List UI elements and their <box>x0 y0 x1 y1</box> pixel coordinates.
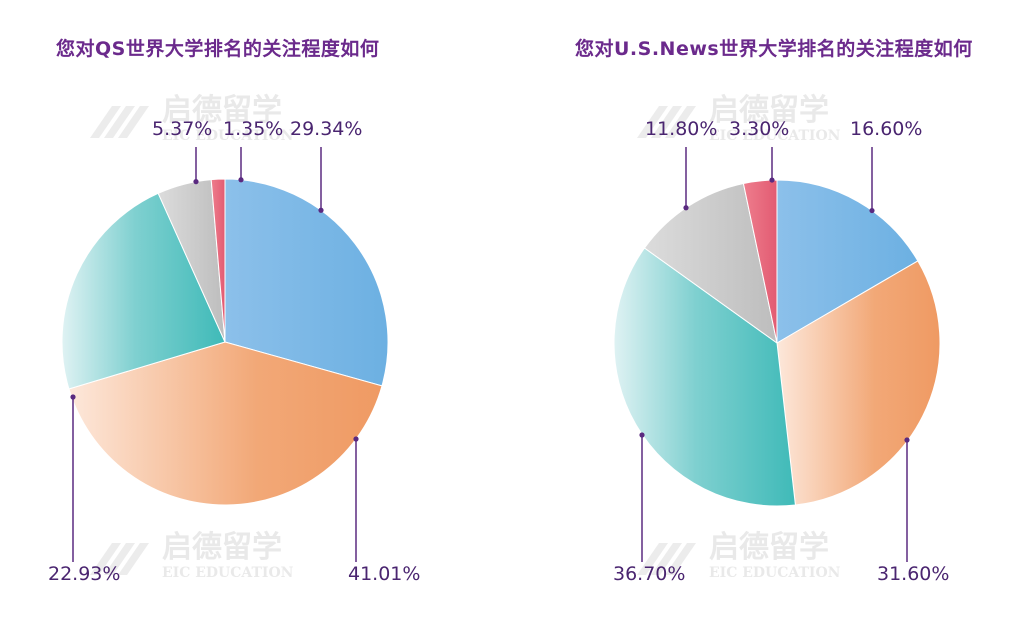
pie-slice <box>742 179 778 344</box>
watermark-brand: 启德留学 <box>709 93 829 128</box>
slice-label: 16.60% <box>850 118 922 140</box>
watermark-logo-icon <box>637 543 668 575</box>
watermark-logo-icon <box>651 106 682 138</box>
watermark-logo-icon <box>637 106 668 138</box>
slice-label: 3.30% <box>729 118 789 140</box>
watermark-logo-icon <box>90 106 121 138</box>
slice-label: 22.93% <box>48 563 120 585</box>
watermark-brand: 启德留学 <box>162 93 282 128</box>
slice-label: 5.37% <box>152 118 212 140</box>
watermark-sub: EIC EDUCATION <box>709 128 841 144</box>
leader-dot <box>318 207 324 213</box>
pie-slice <box>776 260 941 506</box>
pie-slice <box>776 179 919 344</box>
watermark-sub: EIC EDUCATION <box>162 565 294 581</box>
watermark-logo-icon <box>651 543 682 575</box>
watermark-brand: 启德留学 <box>709 530 829 565</box>
watermark-logo-icon <box>90 543 121 575</box>
pie-slice <box>61 192 226 390</box>
pie-slice <box>224 178 389 387</box>
leader-dot <box>70 394 76 400</box>
leader-dot <box>238 177 244 183</box>
pie-slice <box>68 341 383 506</box>
leader-dot <box>683 205 689 211</box>
watermark-logo-icon <box>118 543 149 575</box>
leader-dot <box>353 436 359 442</box>
pie-slice <box>210 178 226 343</box>
leader-dot <box>904 437 910 443</box>
watermark-logo-icon <box>665 543 696 575</box>
leader-dot <box>639 432 645 438</box>
slice-label: 31.60% <box>877 563 949 585</box>
leader-dot <box>193 179 199 185</box>
slice-label: 1.35% <box>223 118 283 140</box>
watermark-logo-icon <box>118 106 149 138</box>
slice-label: 11.80% <box>645 118 717 140</box>
leader-dot <box>769 177 775 183</box>
leader-dot <box>869 207 875 214</box>
watermark-sub: EIC EDUCATION <box>162 128 294 144</box>
watermark-brand: 启德留学 <box>162 530 282 565</box>
watermark-logo-icon <box>665 106 696 138</box>
watermark-logo-icon <box>104 543 135 575</box>
slice-label: 29.34% <box>290 118 362 140</box>
pie-slice <box>613 247 796 507</box>
usnews-chart-title: 您对U.S.News世界大学排名的关注程度如何 <box>575 38 973 60</box>
watermark-logo-icon <box>104 106 135 138</box>
slice-label: 36.70% <box>613 563 685 585</box>
slice-label: 41.01% <box>348 563 420 585</box>
watermark-sub: EIC EDUCATION <box>709 565 841 581</box>
qs-chart-title: 您对QS世界大学排名的关注程度如何 <box>56 38 380 60</box>
